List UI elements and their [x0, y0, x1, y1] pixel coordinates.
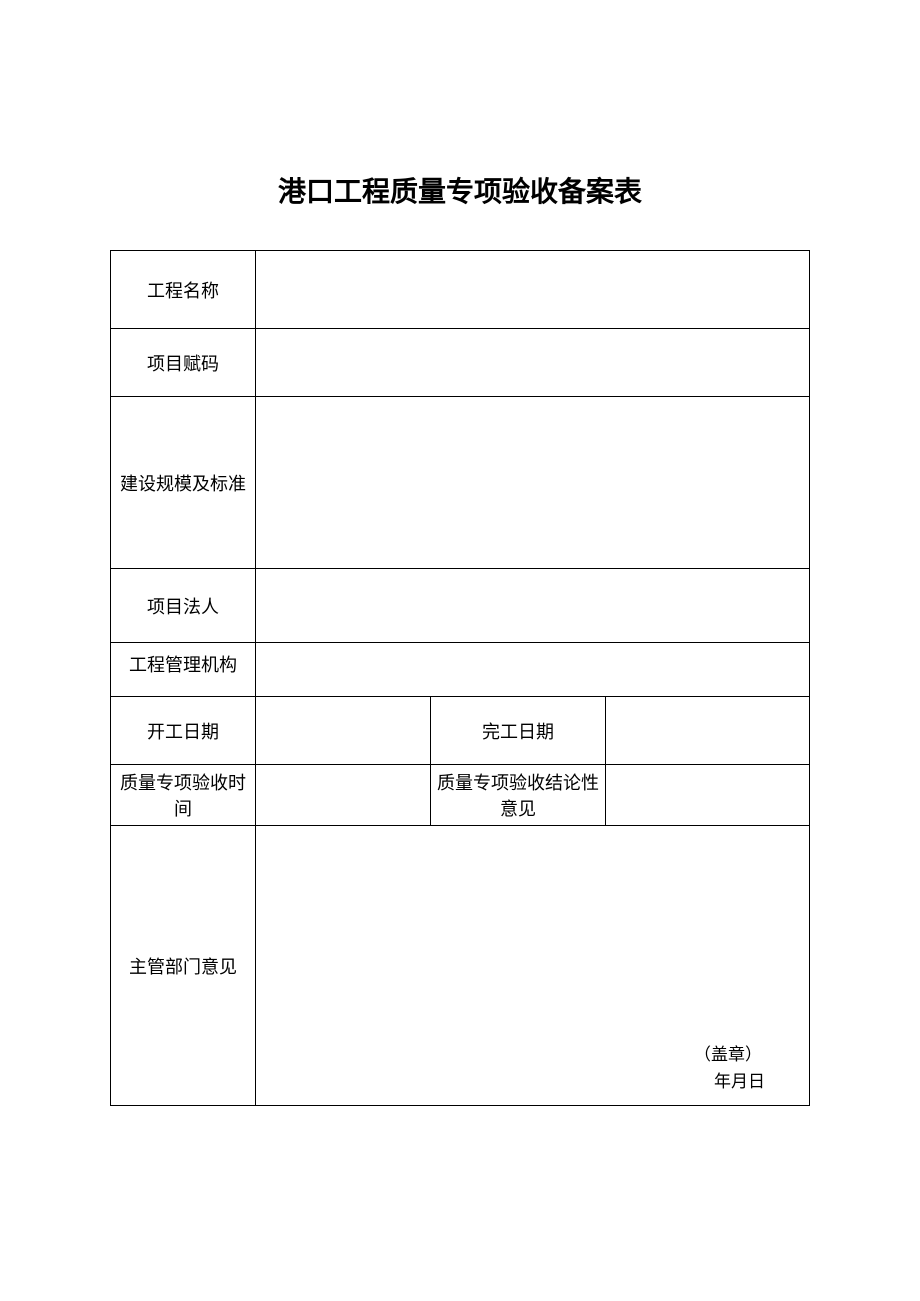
label-dept-opinion: 主管部门意见 — [111, 826, 256, 1106]
row-scale-standard: 建设规模及标准 — [111, 397, 810, 569]
row-legal-person: 项目法人 — [111, 569, 810, 643]
value-completion-date — [606, 697, 810, 765]
value-start-date — [256, 697, 431, 765]
value-dept-opinion: （盖章） 年月日 — [256, 826, 810, 1106]
label-scale-standard: 建设规模及标准 — [111, 397, 256, 569]
row-project-name: 工程名称 — [111, 251, 810, 329]
value-project-code — [256, 329, 810, 397]
value-inspection-time — [256, 765, 431, 826]
label-start-date: 开工日期 — [111, 697, 256, 765]
row-dept-opinion: 主管部门意见 （盖章） 年月日 — [111, 826, 810, 1106]
page-container: 港口工程质量专项验收备案表 工程名称 项目赋码 建设规模及标准 项目法人 工程管… — [0, 0, 920, 1106]
row-mgmt-org: 工程管理机构 — [111, 643, 810, 697]
row-dates: 开工日期 完工日期 — [111, 697, 810, 765]
row-project-code: 项目赋码 — [111, 329, 810, 397]
label-project-code: 项目赋码 — [111, 329, 256, 397]
date-suffix: 年月日 — [694, 1068, 765, 1095]
value-mgmt-org — [256, 643, 810, 697]
label-inspection-conclusion: 质量专项验收结论性意见 — [431, 765, 606, 826]
stamp-label: （盖章） — [694, 1041, 765, 1068]
form-table: 工程名称 项目赋码 建设规模及标准 项目法人 工程管理机构 开工日期 完工日期 … — [110, 250, 810, 1106]
stamp-area: （盖章） 年月日 — [694, 1041, 765, 1095]
label-legal-person: 项目法人 — [111, 569, 256, 643]
label-completion-date: 完工日期 — [431, 697, 606, 765]
form-title: 港口工程质量专项验收备案表 — [110, 170, 810, 210]
label-inspection-time: 质量专项验收时间 — [111, 765, 256, 826]
value-project-name — [256, 251, 810, 329]
opinion-content-area: （盖章） 年月日 — [260, 830, 805, 1101]
label-project-name: 工程名称 — [111, 251, 256, 329]
value-legal-person — [256, 569, 810, 643]
label-mgmt-org: 工程管理机构 — [111, 643, 256, 697]
value-inspection-conclusion — [606, 765, 810, 826]
row-inspection: 质量专项验收时间 质量专项验收结论性意见 — [111, 765, 810, 826]
value-scale-standard — [256, 397, 810, 569]
